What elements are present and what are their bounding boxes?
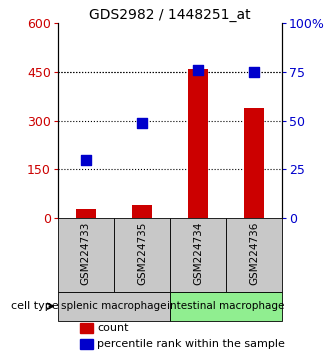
Title: GDS2982 / 1448251_at: GDS2982 / 1448251_at (89, 8, 251, 22)
Text: count: count (97, 323, 128, 333)
Point (195, 67, 201, 73)
Bar (170, 292, 282, 321)
Point (251, 69, 257, 75)
Bar (188, 69, 208, 218)
Bar (80, 339, 92, 349)
Text: GSM224733: GSM224733 (81, 222, 91, 285)
Point (83, 157, 88, 162)
Text: splenic macrophage: splenic macrophage (61, 301, 167, 311)
Bar (170, 218, 226, 292)
Bar (244, 108, 264, 218)
Text: GSM224735: GSM224735 (137, 222, 147, 285)
Text: GSM224734: GSM224734 (193, 222, 203, 285)
Text: GSM224736: GSM224736 (249, 222, 259, 285)
Bar (58, 292, 170, 321)
Text: intestinal macrophage: intestinal macrophage (167, 301, 285, 311)
Text: percentile rank within the sample: percentile rank within the sample (97, 339, 285, 349)
Bar (58, 218, 114, 292)
Bar (76, 209, 96, 218)
Text: cell type: cell type (11, 301, 59, 311)
Point (139, 120, 145, 125)
Bar (132, 205, 152, 218)
Bar (226, 218, 282, 292)
Bar (80, 323, 92, 333)
Bar (114, 218, 170, 292)
